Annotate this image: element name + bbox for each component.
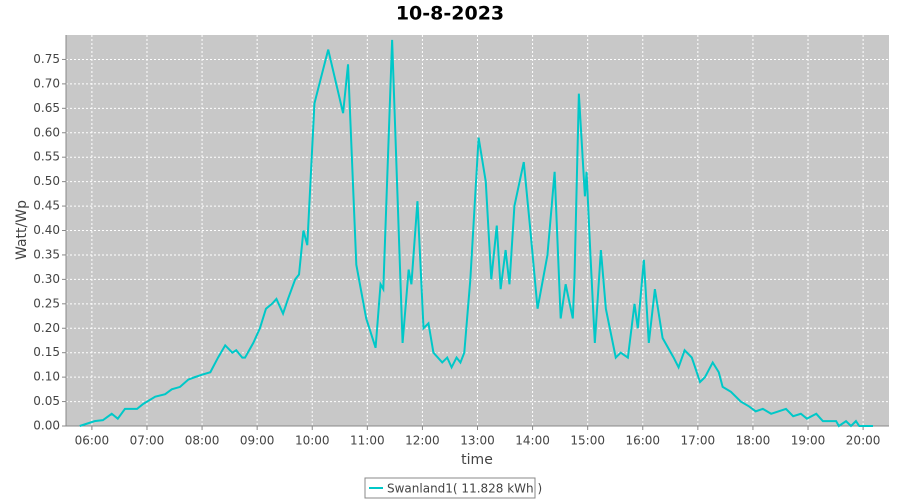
x-tick-label: 09:00 [240, 434, 275, 448]
legend [364, 477, 536, 499]
x-tick-label: 13:00 [460, 434, 495, 448]
y-tick-label: 0.70 [33, 76, 60, 90]
x-tick-label: 19:00 [791, 434, 826, 448]
y-tick-label: 0.40 [33, 223, 60, 237]
x-axis-label: time [461, 452, 493, 468]
x-tick-label: 10:00 [295, 434, 330, 448]
y-tick-label: 0.15 [33, 345, 60, 359]
y-tick-label: 0.65 [33, 101, 60, 115]
x-tick-label: 07:00 [130, 434, 165, 448]
y-tick-label: 0.10 [33, 370, 60, 384]
x-tick-label: 18:00 [736, 434, 771, 448]
x-tick-label: 14:00 [515, 434, 550, 448]
x-tick-label: 17:00 [681, 434, 716, 448]
x-tick-label: 16:00 [625, 434, 660, 448]
y-tick-label: 0.75 [33, 52, 60, 66]
x-tick-label: 11:00 [350, 434, 385, 448]
x-tick-label: 20:00 [846, 434, 881, 448]
y-tick-label: 0.45 [33, 199, 60, 213]
y-tick-label: 0.20 [33, 321, 60, 335]
y-tick-label: 0.05 [33, 394, 60, 408]
legend-label: Swanland1( 11.828 kWh ) [387, 482, 542, 496]
y-tick-label: 0.50 [33, 174, 60, 188]
y-tick-label: 0.55 [33, 150, 60, 164]
x-tick-label: 12:00 [405, 434, 440, 448]
y-tick-label: 0.25 [33, 296, 60, 310]
y-tick-label: 0.35 [33, 247, 60, 261]
y-tick-label: 0.00 [33, 419, 60, 433]
x-tick-label: 15:00 [570, 434, 605, 448]
x-tick-label: 06:00 [75, 434, 110, 448]
chart-title: 10-8-2023 [396, 3, 504, 25]
x-tick-label: 08:00 [185, 434, 220, 448]
line [79, 39, 874, 428]
y-tick-label: 0.60 [33, 125, 60, 139]
y-axis-label: Watt/Wp [14, 200, 30, 260]
y-tick-label: 0.30 [33, 272, 60, 286]
